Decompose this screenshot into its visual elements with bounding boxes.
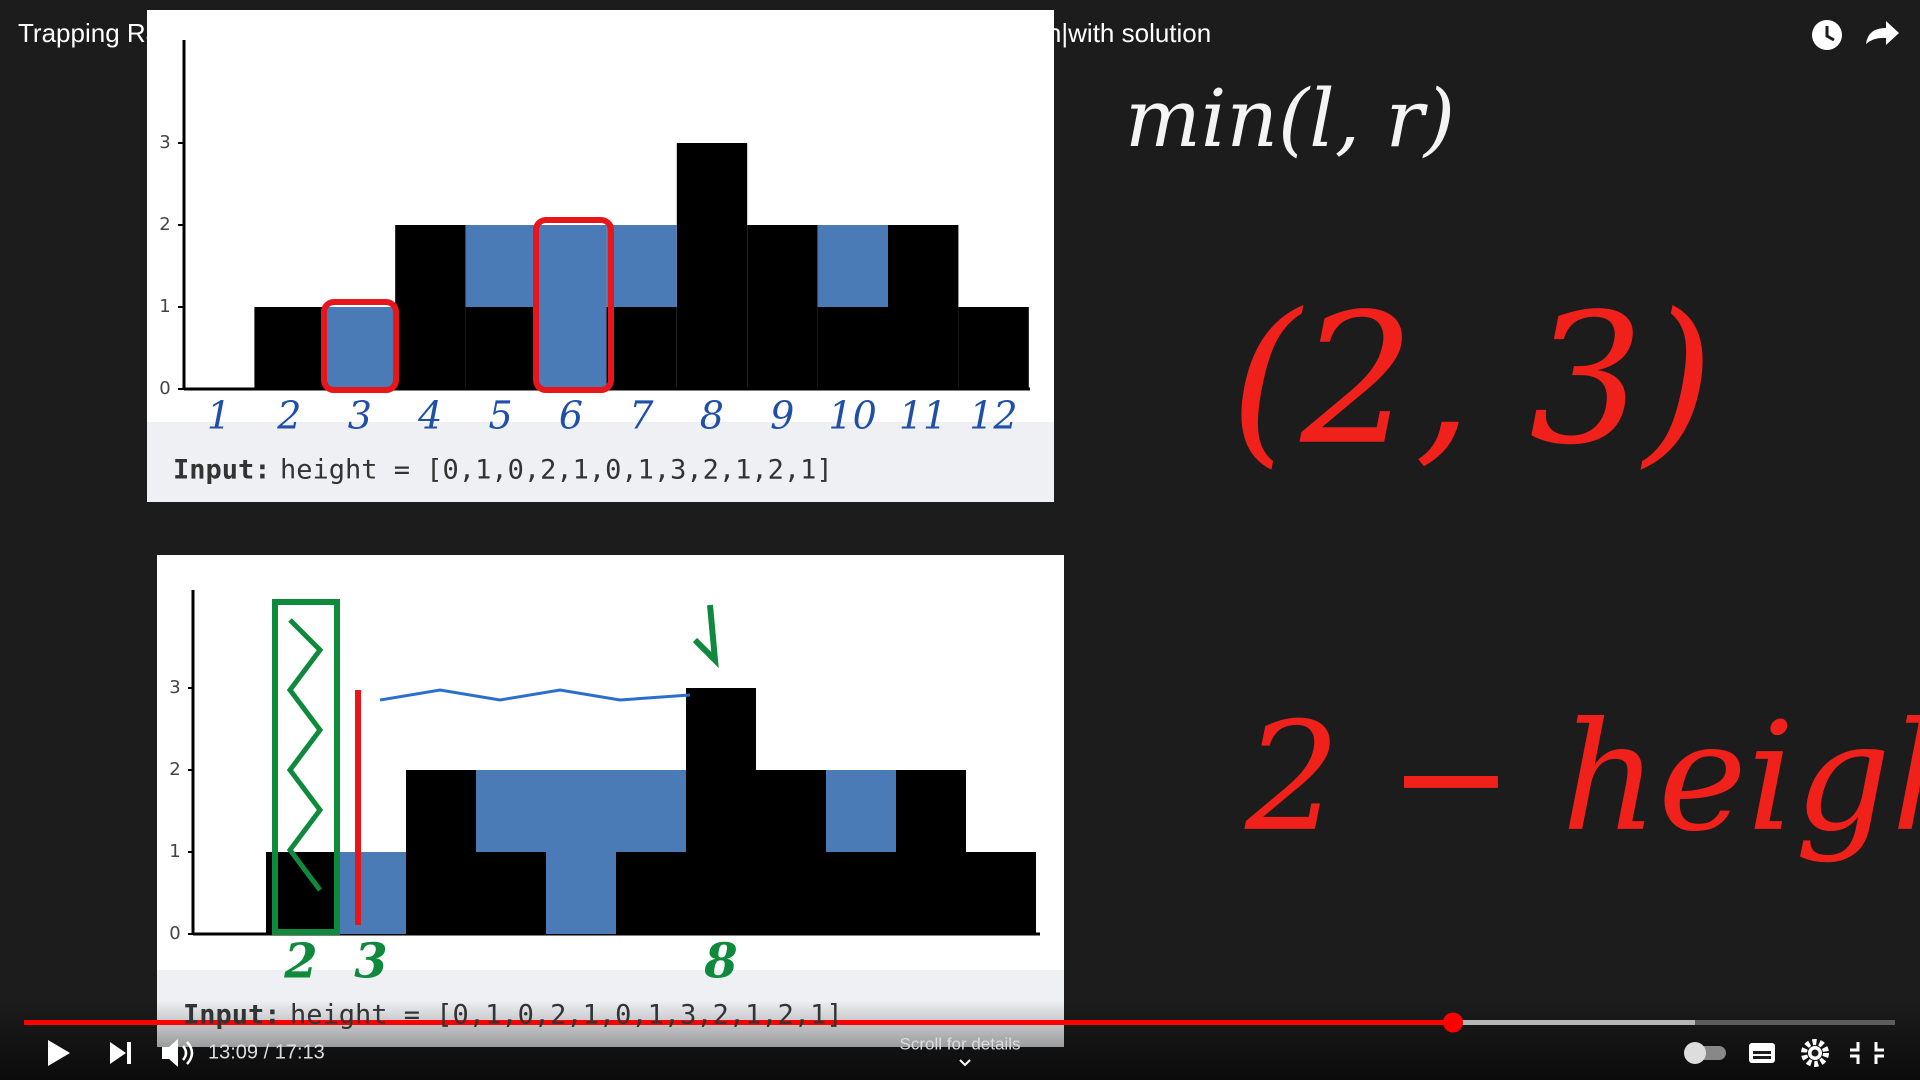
next-button[interactable]: [110, 1042, 131, 1064]
note-expression: 2 − height[i]: [1244, 691, 1920, 865]
share-button[interactable]: [1866, 21, 1899, 45]
y-tick-label: 2: [169, 759, 180, 780]
scroll-hint[interactable]: Scroll for details: [900, 1034, 1021, 1053]
input-label: Input:: [173, 455, 271, 486]
index-label: 1: [207, 394, 231, 438]
autoplay-toggle[interactable]: [1684, 1042, 1726, 1064]
index-label: 12: [969, 394, 1017, 438]
index-label: 11: [899, 394, 947, 438]
watch-later-button[interactable]: [1812, 20, 1842, 50]
index-label: 8: [700, 394, 724, 438]
index-label: 2: [276, 394, 301, 438]
y-tick-label: 1: [159, 296, 170, 317]
y-tick-label: 3: [159, 132, 170, 153]
captions-button[interactable]: [1749, 1043, 1775, 1063]
index-mark: 3: [354, 934, 387, 990]
index-label: 5: [489, 394, 513, 438]
y-tick-label: 0: [169, 923, 180, 944]
progress-bar[interactable]: [24, 1012, 1895, 1033]
play-button[interactable]: [48, 1040, 70, 1066]
volume-button[interactable]: [162, 1039, 194, 1067]
note-formula: min(l, r): [1125, 72, 1455, 165]
y-tick-label: 0: [159, 378, 170, 399]
exit-fullscreen-button[interactable]: [1850, 1042, 1884, 1064]
input-text: height = [0,1,0,2,1,0,1,3,2,1,2,1]: [280, 455, 833, 486]
index-label: 10: [828, 394, 876, 438]
top-diagram: [147, 10, 1054, 502]
note-pair: (2, 3): [1230, 276, 1714, 485]
time-display: 13:09 / 17:13: [208, 1041, 325, 1063]
index-mark: 8: [703, 934, 737, 990]
input-label: Input:: [183, 1000, 281, 1031]
settings-button[interactable]: [1801, 1039, 1829, 1067]
index-mark: 2: [283, 934, 317, 990]
index-label: 3: [348, 394, 372, 438]
y-tick-label: 1: [169, 841, 180, 862]
index-label: 9: [770, 394, 794, 438]
scroll-chevron: [959, 1059, 971, 1067]
index-label: 4: [417, 394, 442, 438]
controls-shade: [0, 1000, 1920, 1080]
index-label: 7: [629, 394, 654, 438]
index-label: 6: [559, 394, 583, 438]
y-tick-label: 2: [159, 214, 170, 235]
video-title: Trapping Rain Water | HARD Leetcode Prob…: [18, 18, 1211, 48]
y-tick-label: 3: [169, 677, 180, 698]
input-text: height = [0,1,0,2,1,0,1,3,2,1,2,1]: [290, 1000, 843, 1031]
